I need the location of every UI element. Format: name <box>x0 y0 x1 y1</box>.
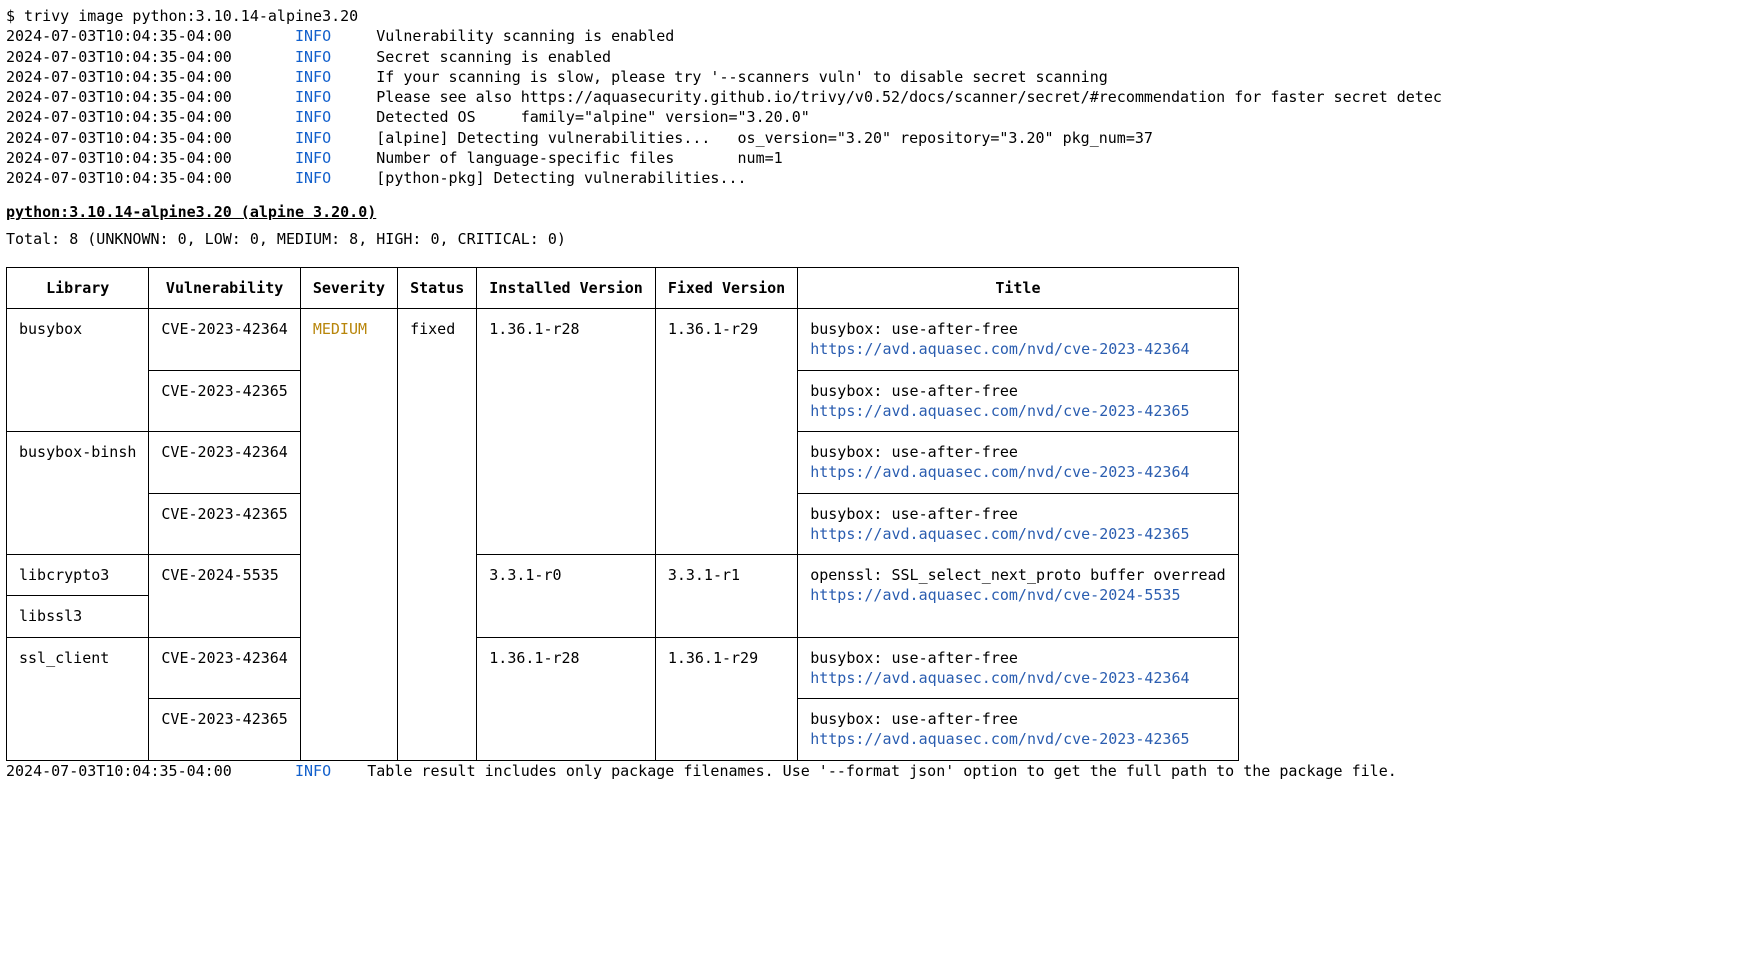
report-heading: python:3.10.14-alpine3.20 (alpine 3.20.0… <box>6 202 1734 222</box>
table-header-row: Library Vulnerability Severity Status In… <box>7 267 1239 308</box>
title-text: busybox: use-after-free <box>810 504 1225 524</box>
log-timestamp: 2024-07-03T10:04:35-04:00 <box>6 169 232 187</box>
cell-vulnerability: CVE-2023-42364 <box>149 637 300 699</box>
cell-title: openssl: SSL_select_next_proto buffer ov… <box>798 555 1238 638</box>
log-message: Secret scanning is enabled <box>376 48 611 66</box>
log-line: 2024-07-03T10:04:35-04:00 INFO [python-p… <box>6 168 1734 188</box>
log-line: 2024-07-03T10:04:35-04:00 INFO Please se… <box>6 87 1734 107</box>
log-line: 2024-07-03T10:04:35-04:00 INFO If your s… <box>6 67 1734 87</box>
cell-library: libssl3 <box>7 596 149 637</box>
log-timestamp: 2024-07-03T10:04:35-04:00 <box>6 149 232 167</box>
cell-fixed: 3.3.1-r1 <box>655 555 797 638</box>
table-row: busybox CVE-2023-42364 MEDIUM fixed 1.36… <box>7 309 1239 371</box>
log-timestamp: 2024-07-03T10:04:35-04:00 <box>6 129 232 147</box>
log-message: Detected OS family="alpine" version="3.2… <box>376 108 809 126</box>
log-timestamp: 2024-07-03T10:04:35-04:00 <box>6 68 232 86</box>
log-line: 2024-07-03T10:04:35-04:00 INFO Secret sc… <box>6 47 1734 67</box>
cell-installed: 1.36.1-r28 <box>477 637 656 760</box>
log-timestamp: 2024-07-03T10:04:35-04:00 <box>6 108 232 126</box>
log-level: INFO <box>295 762 331 780</box>
column-severity: Severity <box>300 267 397 308</box>
log-level: INFO <box>295 27 331 45</box>
cell-severity: MEDIUM <box>300 309 397 761</box>
cell-vulnerability: CVE-2023-42364 <box>149 432 300 494</box>
cell-title: busybox: use-after-free https://avd.aqua… <box>798 493 1238 555</box>
log-message: [python-pkg] Detecting vulnerabilities..… <box>376 169 746 187</box>
cell-vulnerability: CVE-2023-42365 <box>149 370 300 432</box>
title-text: busybox: use-after-free <box>810 442 1225 462</box>
column-fixed: Fixed Version <box>655 267 797 308</box>
log-level: INFO <box>295 68 331 86</box>
log-timestamp: 2024-07-03T10:04:35-04:00 <box>6 762 232 780</box>
cell-title: busybox: use-after-free https://avd.aqua… <box>798 432 1238 494</box>
log-message: Table result includes only package filen… <box>367 762 1397 780</box>
log-message: If your scanning is slow, please try '--… <box>376 68 1108 86</box>
cell-installed: 1.36.1-r28 <box>477 309 656 555</box>
log-line: 2024-07-03T10:04:35-04:00 INFO Vulnerabi… <box>6 26 1734 46</box>
column-library: Library <box>7 267 149 308</box>
column-vulnerability: Vulnerability <box>149 267 300 308</box>
log-line: 2024-07-03T10:04:35-04:00 INFO [alpine] … <box>6 128 1734 148</box>
log-level: INFO <box>295 108 331 126</box>
title-link[interactable]: https://avd.aquasec.com/nvd/cve-2023-423… <box>810 462 1225 482</box>
log-message: Number of language-specific files num=1 <box>376 149 782 167</box>
title-link[interactable]: https://avd.aquasec.com/nvd/cve-2023-423… <box>810 339 1225 359</box>
cell-vulnerability: CVE-2023-42365 <box>149 699 300 761</box>
log-level: INFO <box>295 88 331 106</box>
title-text: busybox: use-after-free <box>810 648 1225 668</box>
cell-library: busybox <box>7 309 149 432</box>
command-line: $ trivy image python:3.10.14-alpine3.20 <box>6 6 1734 26</box>
cell-library: busybox-binsh <box>7 432 149 555</box>
cell-title: busybox: use-after-free https://avd.aqua… <box>798 699 1238 761</box>
cell-library: ssl_client <box>7 637 149 760</box>
log-level: INFO <box>295 149 331 167</box>
log-level: INFO <box>295 129 331 147</box>
title-text: busybox: use-after-free <box>810 709 1225 729</box>
log-line: 2024-07-03T10:04:35-04:00 INFO Detected … <box>6 107 1734 127</box>
table-row: ssl_client CVE-2023-42364 1.36.1-r28 1.3… <box>7 637 1239 699</box>
cell-library: libcrypto3 <box>7 555 149 596</box>
cell-fixed: 1.36.1-r29 <box>655 309 797 555</box>
cell-vulnerability: CVE-2023-42365 <box>149 493 300 555</box>
cell-title: busybox: use-after-free https://avd.aqua… <box>798 309 1238 371</box>
log-message: Vulnerability scanning is enabled <box>376 27 674 45</box>
title-link[interactable]: https://avd.aquasec.com/nvd/cve-2023-423… <box>810 668 1225 688</box>
title-text: openssl: SSL_select_next_proto buffer ov… <box>810 565 1225 585</box>
column-title: Title <box>798 267 1238 308</box>
cell-title: busybox: use-after-free https://avd.aqua… <box>798 370 1238 432</box>
cell-fixed: 1.36.1-r29 <box>655 637 797 760</box>
total-line: Total: 8 (UNKNOWN: 0, LOW: 0, MEDIUM: 8,… <box>6 229 1734 249</box>
title-text: busybox: use-after-free <box>810 319 1225 339</box>
cell-title: busybox: use-after-free https://avd.aqua… <box>798 637 1238 699</box>
column-installed: Installed Version <box>477 267 656 308</box>
log-level: INFO <box>295 169 331 187</box>
cell-vulnerability: CVE-2023-42364 <box>149 309 300 371</box>
log-level: INFO <box>295 48 331 66</box>
title-link[interactable]: https://avd.aquasec.com/nvd/cve-2023-423… <box>810 524 1225 544</box>
log-line: 2024-07-03T10:04:35-04:00 INFO Table res… <box>6 761 1734 781</box>
log-timestamp: 2024-07-03T10:04:35-04:00 <box>6 48 232 66</box>
title-link[interactable]: https://avd.aquasec.com/nvd/cve-2023-423… <box>810 401 1225 421</box>
cell-status: fixed <box>398 309 477 761</box>
column-status: Status <box>398 267 477 308</box>
log-timestamp: 2024-07-03T10:04:35-04:00 <box>6 88 232 106</box>
title-link[interactable]: https://avd.aquasec.com/nvd/cve-2024-553… <box>810 585 1225 605</box>
log-timestamp: 2024-07-03T10:04:35-04:00 <box>6 27 232 45</box>
title-text: busybox: use-after-free <box>810 381 1225 401</box>
vulnerability-table: Library Vulnerability Severity Status In… <box>6 267 1239 761</box>
title-link[interactable]: https://avd.aquasec.com/nvd/cve-2023-423… <box>810 729 1225 749</box>
log-message: Please see also https://aquasecurity.git… <box>376 88 1442 106</box>
cell-vulnerability: CVE-2024-5535 <box>149 555 300 638</box>
log-message: [alpine] Detecting vulnerabilities... os… <box>376 129 1153 147</box>
cell-installed: 3.3.1-r0 <box>477 555 656 638</box>
log-line: 2024-07-03T10:04:35-04:00 INFO Number of… <box>6 148 1734 168</box>
table-row: libcrypto3 CVE-2024-5535 3.3.1-r0 3.3.1-… <box>7 555 1239 596</box>
